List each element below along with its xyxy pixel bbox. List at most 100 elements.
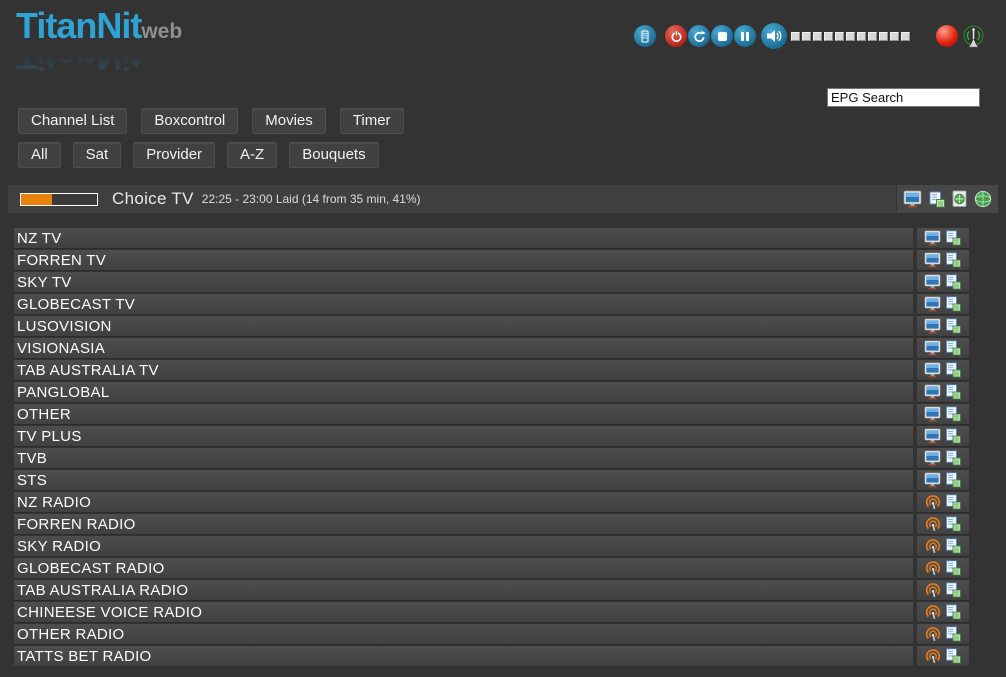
radio-broadcast-icon[interactable] xyxy=(925,582,941,598)
channel-row[interactable]: SKY RADIO xyxy=(14,536,969,558)
channel-row[interactable]: PANGLOBAL xyxy=(14,382,969,404)
tab-boxcontrol[interactable]: Boxcontrol xyxy=(141,108,239,134)
app-logo: TitanNitweb TitanNitweb xyxy=(16,8,183,78)
channel-row-actions xyxy=(917,580,969,601)
tv-monitor-icon[interactable] xyxy=(924,252,941,268)
channel-row[interactable]: OTHER xyxy=(14,404,969,426)
epg-list-icon[interactable] xyxy=(945,252,962,268)
epg-list-icon[interactable] xyxy=(945,450,962,466)
radio-broadcast-icon[interactable] xyxy=(925,626,941,642)
channel-row[interactable]: STS xyxy=(14,470,969,492)
radio-broadcast-icon[interactable] xyxy=(925,538,941,554)
channel-row[interactable]: LUSOVISION xyxy=(14,316,969,338)
volume-mute-button[interactable] xyxy=(761,23,787,49)
channel-name: GLOBECAST TV xyxy=(14,294,913,315)
tv-monitor-icon[interactable] xyxy=(924,362,941,378)
tv-monitor-icon[interactable] xyxy=(924,296,941,312)
power-button[interactable] xyxy=(665,25,687,47)
epg-list-icon[interactable] xyxy=(945,604,962,620)
channel-row[interactable]: NZ TV xyxy=(14,228,969,250)
filter-provider[interactable]: Provider xyxy=(133,142,216,168)
radio-broadcast-icon[interactable] xyxy=(925,604,941,620)
epg-list-icon[interactable] xyxy=(945,626,962,642)
volume-segment[interactable] xyxy=(879,31,888,41)
volume-segment[interactable] xyxy=(824,31,833,41)
epg-list-icon[interactable] xyxy=(945,560,962,576)
epg-list-icon[interactable] xyxy=(945,318,962,334)
epg-list-icon[interactable] xyxy=(945,472,962,488)
epg-list-icon[interactable] xyxy=(945,230,962,246)
filter-bouquets[interactable]: Bouquets xyxy=(289,142,379,168)
tv-monitor-icon[interactable] xyxy=(924,384,941,400)
channel-row[interactable]: NZ RADIO xyxy=(14,492,969,514)
epg-list-icon[interactable] xyxy=(945,428,962,444)
radio-broadcast-icon[interactable] xyxy=(925,648,941,664)
radio-broadcast-icon[interactable] xyxy=(925,560,941,576)
tv-monitor-icon[interactable] xyxy=(924,472,941,488)
stop-button[interactable] xyxy=(711,25,733,47)
epg-list-icon[interactable] xyxy=(945,648,962,664)
epg-list-icon[interactable] xyxy=(945,274,962,290)
channel-epg-list-icon[interactable] xyxy=(928,191,946,208)
tab-movies[interactable]: Movies xyxy=(252,108,326,134)
epg-search-input[interactable] xyxy=(827,88,980,107)
filter-all[interactable]: All xyxy=(18,142,61,168)
volume-segment[interactable] xyxy=(813,31,822,41)
tab-channel-list[interactable]: Channel List xyxy=(18,108,128,134)
volume-segment[interactable] xyxy=(890,31,899,41)
channel-row[interactable]: CHINEESE VOICE RADIO xyxy=(14,602,969,624)
channel-row[interactable]: FORREN RADIO xyxy=(14,514,969,536)
channel-row[interactable]: GLOBECAST TV xyxy=(14,294,969,316)
epg-list-icon[interactable] xyxy=(945,582,962,598)
filter-a-z[interactable]: A-Z xyxy=(227,142,278,168)
logo-sub-text: web xyxy=(141,20,183,43)
tab-timer[interactable]: Timer xyxy=(339,108,404,134)
epg-list-icon[interactable] xyxy=(945,406,962,422)
epg-page-globe-icon[interactable] xyxy=(951,190,968,208)
radio-broadcast-icon[interactable] xyxy=(925,516,941,532)
remote-control-button[interactable] xyxy=(634,25,656,47)
channel-name: SKY RADIO xyxy=(14,536,913,557)
now-playing-actions xyxy=(896,185,998,213)
epg-list-icon[interactable] xyxy=(945,296,962,312)
channel-name: TAB AUSTRALIA TV xyxy=(14,360,913,381)
filter-sat[interactable]: Sat xyxy=(72,142,122,168)
pause-button[interactable] xyxy=(734,25,756,47)
main-nav: Channel List Boxcontrol Movies Timer xyxy=(18,108,404,134)
tv-screen-icon[interactable] xyxy=(903,190,922,208)
channel-row[interactable]: TAB AUSTRALIA RADIO xyxy=(14,580,969,602)
epg-list-icon[interactable] xyxy=(945,340,962,356)
epg-list-icon[interactable] xyxy=(945,494,962,510)
tv-monitor-icon[interactable] xyxy=(924,428,941,444)
volume-segment[interactable] xyxy=(791,31,800,41)
channel-row[interactable]: OTHER RADIO xyxy=(14,624,969,646)
volume-segment[interactable] xyxy=(857,31,866,41)
volume-segment[interactable] xyxy=(868,31,877,41)
epg-list-icon[interactable] xyxy=(945,516,962,532)
epg-list-icon[interactable] xyxy=(945,362,962,378)
epg-list-icon[interactable] xyxy=(945,538,962,554)
tv-monitor-icon[interactable] xyxy=(924,340,941,356)
channel-row[interactable]: GLOBECAST RADIO xyxy=(14,558,969,580)
web-globe-icon[interactable] xyxy=(974,190,992,208)
volume-segment[interactable] xyxy=(802,31,811,41)
volume-segment[interactable] xyxy=(901,31,910,41)
volume-segment[interactable] xyxy=(835,31,844,41)
channel-row[interactable]: VISIONASIA xyxy=(14,338,969,360)
epg-list-icon[interactable] xyxy=(945,384,962,400)
channel-row[interactable]: SKY TV xyxy=(14,272,969,294)
tv-monitor-icon[interactable] xyxy=(924,230,941,246)
channel-row[interactable]: TAB AUSTRALIA TV xyxy=(14,360,969,382)
channel-row[interactable]: FORREN TV xyxy=(14,250,969,272)
channel-row[interactable]: TVB xyxy=(14,448,969,470)
radio-broadcast-icon[interactable] xyxy=(925,494,941,510)
tv-monitor-icon[interactable] xyxy=(924,274,941,290)
channel-row[interactable]: TV PLUS xyxy=(14,426,969,448)
refresh-button[interactable] xyxy=(688,25,710,47)
tv-monitor-icon[interactable] xyxy=(924,406,941,422)
channel-row[interactable]: TATTS BET RADIO xyxy=(14,646,969,668)
volume-segment[interactable] xyxy=(846,31,855,41)
tv-monitor-icon[interactable] xyxy=(924,318,941,334)
channel-name: NZ TV xyxy=(14,228,913,249)
tv-monitor-icon[interactable] xyxy=(924,450,941,466)
